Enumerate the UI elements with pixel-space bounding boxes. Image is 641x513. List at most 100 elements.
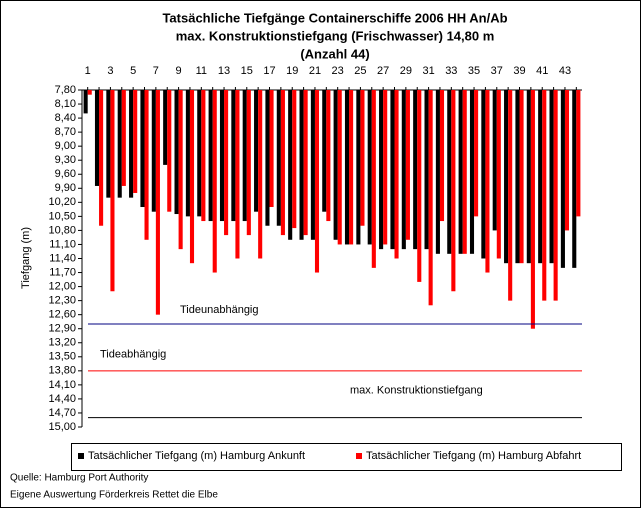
- bar: [258, 90, 263, 259]
- bar: [360, 90, 365, 226]
- x-tick-label: 19: [286, 65, 298, 77]
- bar: [447, 90, 452, 254]
- bar: [542, 90, 547, 301]
- bar: [117, 90, 122, 198]
- x-tick-label: 35: [468, 65, 480, 77]
- bar: [560, 90, 565, 268]
- bar: [197, 90, 202, 217]
- bar: [303, 90, 308, 236]
- bar: [235, 90, 240, 259]
- bar: [508, 90, 513, 301]
- x-tick-label: 31: [422, 65, 434, 77]
- bar: [314, 90, 320, 273]
- bar: [451, 90, 456, 292]
- bar: [462, 90, 467, 254]
- legend-swatch: [356, 453, 362, 459]
- bar: [121, 90, 126, 186]
- bar: [481, 90, 486, 259]
- bar: [219, 90, 225, 222]
- bar: [424, 90, 429, 250]
- bar: [390, 90, 395, 250]
- bar: [292, 90, 297, 229]
- y-tick-label: 9,90: [55, 182, 76, 194]
- bar: [99, 90, 104, 226]
- y-tick-label: 13,80: [48, 365, 76, 377]
- x-tick-label: 23: [332, 65, 344, 77]
- bar: [367, 90, 372, 245]
- bar: [265, 90, 270, 226]
- bar: [435, 90, 440, 254]
- bar: [242, 90, 247, 222]
- bar: [469, 90, 475, 254]
- bar: [356, 90, 361, 245]
- legend-swatch: [78, 453, 84, 459]
- x-tick-label: 11: [196, 65, 207, 77]
- y-tick-label: 11,40: [49, 252, 76, 264]
- bar: [144, 90, 149, 240]
- bar: [474, 90, 479, 217]
- x-tick-label: 43: [559, 65, 571, 77]
- x-tick-label: 41: [536, 65, 548, 77]
- bar: [485, 90, 490, 273]
- bar: [326, 90, 331, 222]
- x-tick-label: 29: [400, 65, 412, 77]
- bar: [401, 90, 406, 250]
- y-tick-label: 10,50: [48, 210, 76, 222]
- bar: [224, 90, 229, 236]
- bar: [504, 90, 509, 264]
- x-tick-label: 37: [491, 65, 503, 77]
- legend-label: Tatsächlicher Tiefgang (m) Hamburg Abfah…: [366, 450, 581, 462]
- y-tick-label: 14,70: [48, 407, 76, 419]
- bar: [333, 90, 338, 240]
- bar: [405, 90, 410, 240]
- bar: [276, 90, 281, 226]
- bar: [212, 90, 217, 273]
- bar: [140, 90, 145, 208]
- bar: [155, 90, 160, 315]
- chart-subtitle: (Anzahl 44): [300, 46, 369, 61]
- bar: [549, 90, 554, 264]
- y-tick-label: 8,40: [55, 112, 76, 124]
- bar: [572, 90, 577, 268]
- bar: [129, 90, 134, 198]
- y-tick-label: 11,70: [49, 266, 76, 278]
- x-tick-label: 33: [445, 65, 457, 77]
- bar: [383, 90, 388, 245]
- y-tick-label: 8,70: [55, 126, 76, 138]
- y-tick-label: 9,30: [55, 154, 76, 166]
- x-tick-label: 21: [309, 65, 321, 77]
- y-tick-label: 12,30: [48, 295, 76, 307]
- bar: [526, 90, 531, 264]
- bar: [231, 90, 236, 222]
- y-tick-label: 13,20: [48, 337, 76, 349]
- x-tick-label: 39: [513, 65, 525, 77]
- bar: [439, 90, 445, 222]
- bar: [94, 90, 100, 186]
- bar: [496, 90, 501, 259]
- bar: [110, 90, 115, 292]
- y-tick-label: 10,20: [48, 196, 76, 208]
- bar: [163, 90, 168, 165]
- x-tick-label: 25: [354, 65, 366, 77]
- bar: [553, 90, 558, 301]
- bar: [379, 90, 384, 250]
- bar: [337, 90, 342, 245]
- y-tick-label: 13,50: [48, 351, 76, 363]
- reference-label: Tideunabhängig: [180, 304, 259, 316]
- source-note: Quelle: Hamburg Port Authority: [10, 473, 148, 484]
- bar: [538, 90, 543, 264]
- bar: [344, 90, 350, 245]
- bar: [428, 90, 433, 306]
- bar: [201, 90, 206, 222]
- bar: [133, 90, 138, 193]
- x-tick-label: 3: [107, 65, 113, 77]
- y-tick-label: 14,10: [48, 379, 76, 391]
- y-tick-label: 12,90: [48, 323, 76, 335]
- y-tick-label: 10,80: [48, 224, 76, 236]
- x-tick-label: 27: [377, 65, 389, 77]
- chart-subtitle: max. Konstruktionstiefgang (Frischwasser…: [176, 28, 495, 43]
- bar: [254, 90, 259, 212]
- x-tick-label: 1: [85, 65, 91, 77]
- bar: [458, 90, 463, 254]
